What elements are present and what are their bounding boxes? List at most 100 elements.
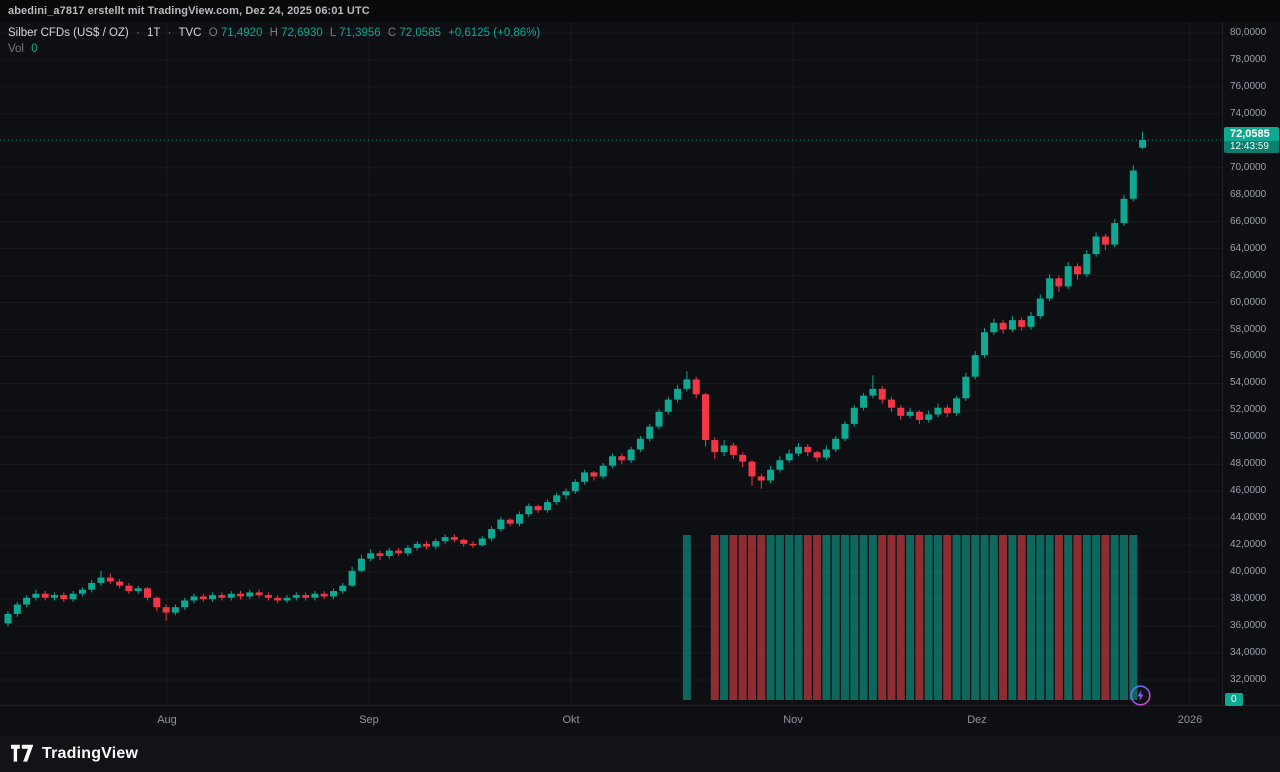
candle-body (1074, 266, 1081, 275)
volume-bar (757, 535, 766, 700)
exchange-label: TVC (178, 27, 202, 39)
change-value: +0,6125 (+0,86%) (448, 27, 541, 39)
volume-bar (831, 535, 840, 700)
volume-bar (748, 535, 756, 700)
candle-body (357, 558, 365, 571)
price-tick-label: 58,0000 (1230, 323, 1267, 335)
candle-body (460, 539, 468, 544)
candle-body (674, 388, 682, 400)
volume-bar (803, 535, 812, 700)
candle-body (78, 589, 86, 594)
candle-body (162, 607, 170, 613)
price-tick-label: 60,0000 (1230, 296, 1267, 308)
candle-body (934, 407, 942, 415)
price-tick-label: 42,0000 (1230, 539, 1267, 551)
candle-body (218, 595, 226, 598)
volume-bar (1092, 535, 1101, 700)
candle-body (153, 597, 161, 608)
candle-body (646, 426, 654, 439)
candle-body (23, 597, 31, 605)
candle-body (190, 596, 198, 601)
candle-body (1008, 320, 1016, 330)
volume-axis-badge: 0 (1225, 693, 1243, 706)
symbol-title[interactable]: Silber CFDs (US$ / OZ) (8, 27, 129, 39)
time-axis[interactable]: Aug Sep Okt Nov Dez 2026 (0, 705, 1280, 735)
candle-body (897, 407, 905, 416)
candle-body (274, 597, 282, 601)
candle-body (144, 588, 151, 598)
candle-body (237, 593, 244, 597)
volume-bar (906, 535, 915, 700)
open-label: O (208, 27, 218, 39)
candle-body (311, 593, 319, 598)
price-axis[interactable]: 72,0585 12:43:59 0 80,0000 78,0000 76,0000… (1222, 22, 1280, 706)
candle-body (711, 440, 719, 453)
volume-bar (1045, 535, 1054, 700)
candlestick-chart[interactable] (0, 22, 1222, 705)
bar-countdown: 12:43:59 (1224, 141, 1279, 154)
volume-bar (720, 535, 729, 700)
candle-body (720, 445, 728, 453)
volume-bar (915, 535, 924, 700)
candle-body (599, 465, 607, 477)
price-tick-label: 68,0000 (1230, 188, 1267, 200)
volume-bar (859, 535, 868, 700)
candle-body (776, 460, 784, 470)
candle-body (506, 519, 514, 524)
volume-bar (961, 535, 970, 700)
chart-legend: Silber CFDs (US$ / OZ) · 1T · TVC O 71,4… (8, 27, 544, 55)
volume-bar (924, 535, 933, 700)
candle-body (915, 411, 923, 420)
price-tick-label: 46,0000 (1230, 485, 1267, 497)
candle-body (543, 502, 551, 511)
volume-bar (1036, 535, 1045, 700)
candle-body (171, 607, 179, 613)
candle-body (488, 529, 496, 539)
candle-body (785, 453, 793, 461)
volume-bar (1054, 535, 1063, 700)
price-tick-label: 64,0000 (1230, 242, 1267, 254)
volume-bar (1017, 535, 1026, 700)
interval-label[interactable]: 1T (147, 27, 161, 39)
price-tick-label: 50,0000 (1230, 431, 1267, 443)
volume-bar (952, 535, 961, 700)
price-tick-label: 76,0000 (1230, 80, 1267, 92)
candle-body (655, 411, 663, 427)
candle-body (990, 322, 998, 333)
candle-body (664, 399, 672, 412)
candle-body (404, 547, 412, 554)
high-label: H (269, 27, 278, 39)
volume-value: 0 (31, 43, 38, 55)
price-tick-label: 56,0000 (1230, 350, 1267, 362)
candle-body (813, 452, 821, 458)
candle-body (534, 506, 542, 511)
candle-body (971, 355, 979, 377)
candle-body (1083, 254, 1091, 275)
price-tick-label: 78,0000 (1230, 53, 1267, 65)
chart-area[interactable]: Silber CFDs (US$ / OZ) · 1T · TVC O 71,4… (0, 22, 1222, 706)
volume-bar (710, 535, 719, 700)
price-tick-label: 66,0000 (1230, 215, 1267, 227)
volume-bar (1073, 535, 1082, 700)
volume-bar (841, 535, 849, 700)
candle-body (553, 495, 561, 503)
volume-bar (1008, 535, 1017, 700)
candle-body (376, 553, 384, 556)
footer: TradingView (0, 735, 1280, 772)
volume-label: Vol (8, 43, 24, 55)
candle-body (832, 438, 840, 450)
flash-idea-button[interactable] (1130, 685, 1151, 706)
legend-separator: · (135, 27, 140, 39)
volume-bar (999, 535, 1008, 700)
candle-body (32, 593, 40, 598)
candle-body (450, 537, 458, 540)
candle-body (1064, 266, 1072, 287)
candle-body (618, 456, 626, 461)
candle-body (562, 491, 570, 496)
volume-bar (887, 535, 896, 700)
candle-body (1018, 320, 1026, 327)
candle-body (822, 449, 830, 458)
candle-body (581, 472, 589, 482)
candle-body (999, 322, 1007, 330)
candle-body (413, 543, 421, 548)
